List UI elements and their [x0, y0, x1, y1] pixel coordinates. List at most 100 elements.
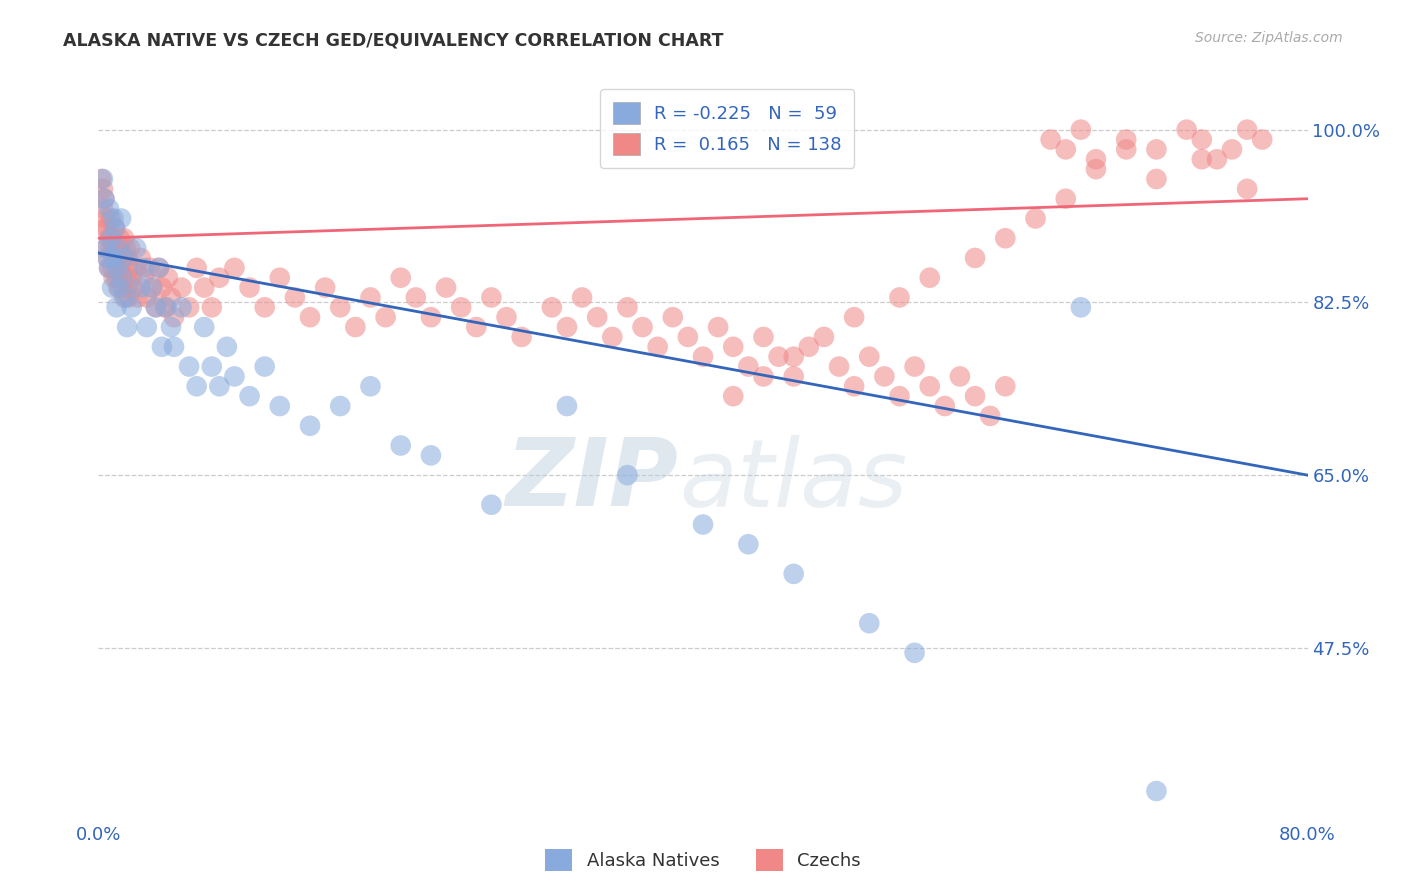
Point	[844, 310, 866, 325]
Point	[103, 241, 125, 255]
Point	[1175, 122, 1198, 136]
Point	[329, 399, 352, 413]
Point	[101, 231, 124, 245]
Point	[904, 359, 927, 374]
Point	[125, 241, 148, 255]
Point	[105, 260, 128, 275]
Point	[481, 290, 503, 304]
Point	[389, 270, 412, 285]
Point	[215, 340, 238, 354]
Point	[918, 379, 941, 393]
Point	[889, 389, 911, 403]
Point	[101, 260, 124, 275]
Point	[193, 280, 215, 294]
Point	[555, 399, 578, 413]
Point	[103, 251, 125, 265]
Point	[98, 202, 121, 216]
Point	[420, 310, 443, 325]
Point	[918, 270, 941, 285]
Point	[314, 280, 336, 294]
Point	[661, 310, 683, 325]
Point	[193, 320, 215, 334]
Point	[994, 379, 1017, 393]
Point	[979, 409, 1001, 423]
Point	[96, 221, 118, 235]
Point	[125, 260, 148, 275]
Point	[163, 340, 186, 354]
Point	[1191, 153, 1213, 167]
Point	[420, 449, 443, 463]
Point	[114, 270, 136, 285]
Point	[239, 280, 262, 294]
Point	[141, 280, 163, 294]
Point	[112, 231, 135, 245]
Point	[118, 260, 141, 275]
Point	[142, 280, 165, 294]
Point	[98, 260, 121, 275]
Point	[111, 251, 134, 265]
Point	[284, 290, 307, 304]
Point	[115, 280, 138, 294]
Point	[269, 399, 291, 413]
Point	[129, 251, 152, 265]
Point	[481, 498, 503, 512]
Point	[616, 468, 638, 483]
Point	[1236, 182, 1258, 196]
Point	[201, 301, 224, 315]
Point	[783, 350, 806, 364]
Point	[155, 301, 177, 315]
Text: ZIP: ZIP	[506, 434, 679, 526]
Point	[160, 290, 183, 304]
Point	[949, 369, 972, 384]
Point	[101, 280, 124, 294]
Point	[723, 340, 745, 354]
Point	[374, 310, 396, 325]
Point	[122, 280, 145, 294]
Point	[110, 241, 132, 255]
Point	[434, 280, 457, 294]
Point	[904, 646, 927, 660]
Point	[873, 369, 896, 384]
Point	[737, 537, 759, 551]
Point	[135, 320, 157, 334]
Point	[105, 301, 128, 315]
Point	[148, 260, 170, 275]
Point	[132, 270, 155, 285]
Legend: R = -0.225   N =  59, R =  0.165   N = 138: R = -0.225 N = 59, R = 0.165 N = 138	[600, 89, 855, 168]
Point	[586, 310, 609, 325]
Point	[90, 172, 112, 186]
Point	[465, 320, 488, 334]
Point	[98, 260, 121, 275]
Point	[692, 350, 714, 364]
Point	[94, 241, 117, 255]
Point	[405, 290, 427, 304]
Point	[1220, 142, 1243, 156]
Point	[253, 359, 276, 374]
Point	[1144, 784, 1167, 798]
Point	[208, 379, 231, 393]
Point	[91, 202, 114, 216]
Point	[1024, 211, 1046, 226]
Point	[1115, 132, 1137, 146]
Point	[571, 290, 593, 304]
Point	[631, 320, 654, 334]
Point	[360, 379, 382, 393]
Point	[91, 182, 114, 196]
Point	[139, 260, 162, 275]
Point	[100, 231, 122, 245]
Point	[115, 320, 138, 334]
Point	[104, 251, 127, 265]
Point	[844, 379, 866, 393]
Point	[96, 251, 118, 265]
Point	[107, 251, 129, 265]
Point	[179, 359, 201, 374]
Point	[107, 241, 129, 255]
Point	[768, 350, 790, 364]
Point	[737, 359, 759, 374]
Point	[121, 301, 143, 315]
Point	[201, 359, 224, 374]
Point	[91, 172, 114, 186]
Point	[135, 290, 157, 304]
Point	[208, 270, 231, 285]
Point	[299, 418, 322, 433]
